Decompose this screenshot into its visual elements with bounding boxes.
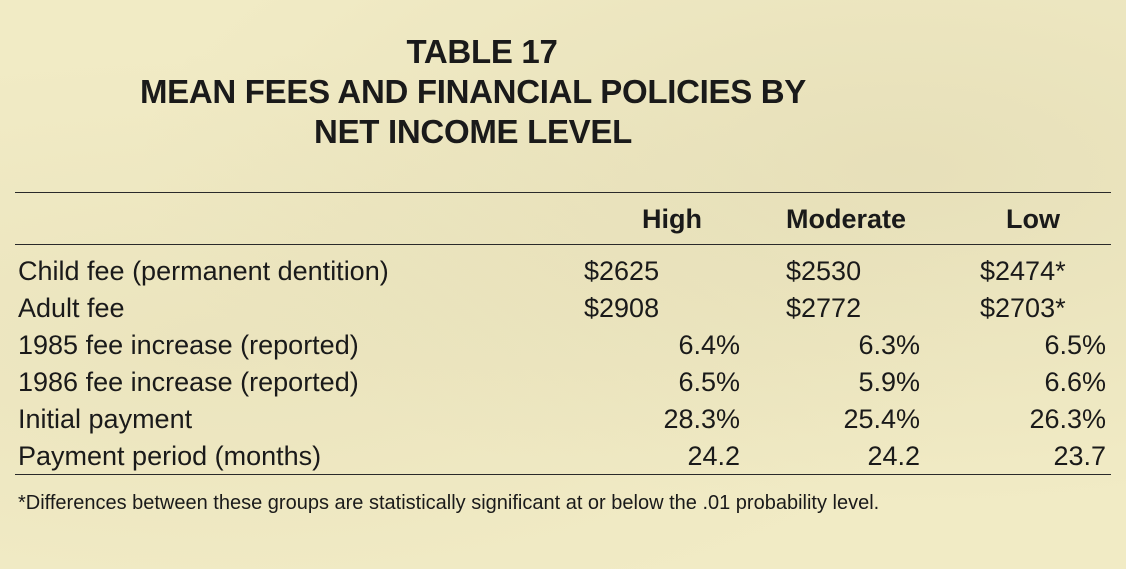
row-label: 1986 fee increase (reported)	[18, 367, 359, 397]
column-header-moderate: Moderate	[786, 204, 907, 234]
row-label: Initial payment	[18, 404, 193, 434]
row-label: 1985 fee increase (reported)	[18, 330, 359, 360]
cell-moderate: $2530	[786, 256, 862, 286]
table-row: Payment period (months) 24.2 24.2 23.7	[0, 441, 1126, 478]
cell-high: 6.4%	[678, 330, 740, 360]
cell-low: 26.3%	[1029, 404, 1106, 434]
footnote: *Differences between these groups are st…	[18, 492, 880, 514]
table-row: 1986 fee increase (reported) 6.5% 5.9% 6…	[0, 367, 1126, 404]
cell-high: 28.3%	[663, 404, 740, 434]
table-title-line-1: MEAN FEES AND FINANCIAL POLICIES BY	[139, 73, 807, 110]
row-label: Payment period (months)	[18, 441, 322, 471]
cell-moderate: 24.2	[867, 441, 920, 471]
cell-low: $2474*	[980, 256, 1066, 286]
header-rule	[15, 244, 1111, 245]
cell-low: 6.6%	[1044, 367, 1106, 397]
table-title: TABLE 17 MEAN FEES AND FINANCIAL POLICIE…	[0, 32, 1126, 152]
cell-moderate: 6.3%	[858, 330, 920, 360]
cell-high: $2908	[584, 293, 660, 323]
column-header-high: High	[642, 204, 702, 234]
cell-low: 23.7	[1053, 441, 1106, 471]
cell-moderate: $2772	[786, 293, 862, 323]
cell-high: 6.5%	[678, 367, 740, 397]
cell-low: $2703*	[980, 293, 1066, 323]
table-row: Adult fee $2908 $2772 $2703*	[0, 293, 1126, 330]
row-label: Child fee (permanent dentition)	[18, 256, 389, 286]
table-row: Initial payment 28.3% 25.4% 26.3%	[0, 404, 1126, 441]
column-header-low: Low	[1006, 204, 1060, 234]
cell-high: $2625	[584, 256, 660, 286]
table-number: TABLE 17	[406, 33, 558, 70]
row-label: Adult fee	[18, 293, 125, 323]
table-row: 1985 fee increase (reported) 6.4% 6.3% 6…	[0, 330, 1126, 367]
table-title-line-2: NET INCOME LEVEL	[314, 113, 632, 150]
cell-moderate: 5.9%	[858, 367, 920, 397]
top-rule	[15, 192, 1111, 193]
cell-low: 6.5%	[1044, 330, 1106, 360]
bottom-rule	[15, 474, 1111, 475]
table-row: Child fee (permanent dentition) $2625 $2…	[0, 256, 1126, 293]
cell-high: 24.2	[687, 441, 740, 471]
cell-moderate: 25.4%	[843, 404, 920, 434]
